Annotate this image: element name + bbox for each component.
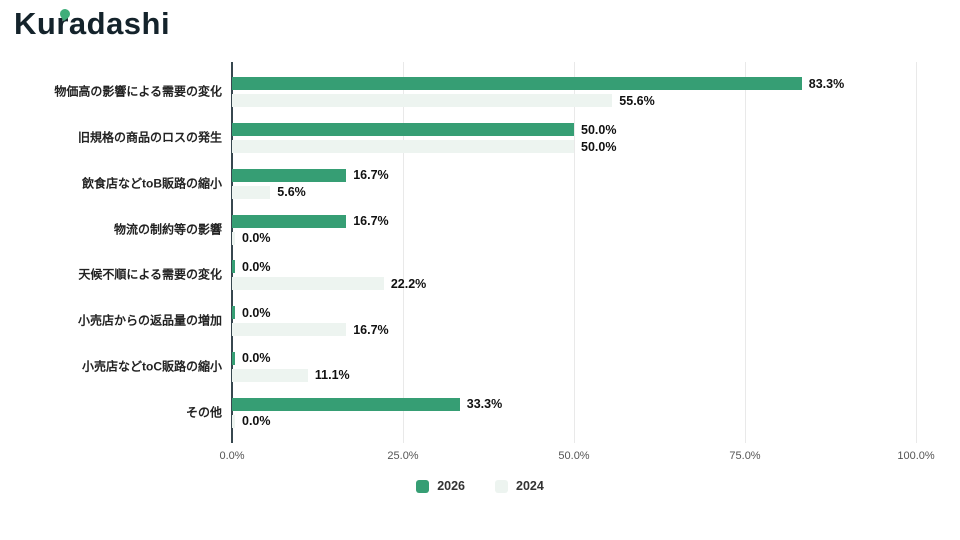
category-label: 飲食店などtoB販路の縮小 (82, 176, 222, 191)
value-label: 83.3% (808, 76, 845, 91)
category-label: 物流の制約等の影響 (113, 222, 222, 237)
value-label: 16.7% (353, 322, 389, 337)
bar-line-2026: 0.0% (232, 260, 916, 274)
bar-group: その他 33.3% 0.0% (186, 397, 916, 428)
bar-2024 (232, 140, 574, 154)
bar-group: 旧規格の商品のロスの発生 50.0% 50.0% (78, 123, 916, 154)
bar-group: 小売店などtoC販路の縮小 0.0% 11.1% (82, 351, 916, 382)
value-label: 0.0% (242, 259, 271, 274)
x-tick: 0.0% (219, 450, 245, 462)
gridline (403, 62, 404, 443)
bar-2026 (232, 168, 347, 182)
category-label: 旧規格の商品のロスの発生 (77, 130, 222, 145)
value-label: 33.3% (466, 397, 503, 412)
bar-group: 飲食店などtoB販路の縮小 16.7% 5.6% (82, 168, 916, 199)
bar-2024 (232, 277, 384, 291)
bar-rows: 物価高の影響による需要の変化 83.3% 55.6% 旧規格の商品のロスの発生 50.0… (54, 62, 916, 443)
bar-line-2026: 0.0% (232, 351, 916, 365)
bar-2024 (232, 368, 308, 382)
kuradashi-logo: Kuradashi (14, 6, 170, 50)
bar-line-2024: 5.6% (232, 185, 916, 199)
legend-swatch (495, 479, 508, 493)
bar-chart: 物価高の影響による需要の変化 83.3% 55.6% 旧規格の商品のロスの発生 50.0… (54, 62, 917, 443)
bar-line-2026: 83.3% (232, 77, 916, 91)
bar-2026 (232, 123, 574, 137)
category-label: その他 (185, 405, 222, 420)
bar-2024 (232, 414, 235, 428)
legend-item-2026: 2026 (416, 479, 465, 493)
bar-line-2026: 50.0% (232, 123, 916, 137)
bar-2026 (232, 260, 235, 274)
bar-2024 (232, 231, 235, 245)
x-tick: 75.0% (729, 450, 761, 462)
bar-2024 (232, 94, 613, 108)
value-label: 0.0% (242, 305, 271, 320)
category-label: 物価高の影響による需要の変化 (54, 84, 222, 99)
value-label: 5.6% (277, 185, 306, 200)
legend: 2026 2024 (0, 479, 960, 493)
bar-2026 (232, 397, 460, 411)
legend-label: 2024 (516, 479, 544, 493)
value-label: 22.2% (390, 276, 427, 291)
bar-2026 (232, 77, 802, 91)
bar-group: 天候不順による需要の変化 0.0% 22.2% (78, 260, 916, 291)
x-tick: 50.0% (558, 450, 590, 462)
bar-line-2024: 50.0% (232, 140, 916, 154)
category-label: 小売店などtoC販路の縮小 (82, 359, 222, 374)
bar-group: 物価高の影響による需要の変化 83.3% 55.6% (54, 77, 916, 108)
bar-line-2026: 0.0% (232, 306, 916, 320)
bar-line-2026: 33.3% (232, 397, 916, 411)
value-label: 16.7% (353, 214, 389, 229)
value-label: 0.0% (242, 231, 271, 246)
x-axis-labels: 0.0% 25.0% 50.0% 75.0% 100.0% (219, 450, 934, 466)
bar-line-2026: 16.7% (232, 168, 916, 182)
value-label: 0.0% (242, 414, 271, 429)
gridline (916, 62, 917, 443)
bar-2024 (232, 185, 271, 199)
bar-2026 (232, 214, 347, 228)
category-label: 天候不順による需要の変化 (78, 268, 222, 283)
bar-group: 小売店からの返品量の増加 0.0% 16.7% (78, 306, 916, 337)
bar-2026 (232, 306, 235, 320)
gridline (745, 62, 746, 443)
y-axis-line (231, 62, 233, 443)
bar-line-2026: 16.7% (232, 214, 916, 228)
bar-2026 (232, 351, 235, 365)
value-label: 16.7% (353, 168, 389, 183)
bar-line-2024: 0.0% (232, 414, 916, 428)
x-tick: 100.0% (897, 450, 935, 462)
legend-label: 2026 (437, 479, 465, 493)
value-label: 55.6% (619, 93, 655, 108)
value-label: 0.0% (242, 351, 271, 366)
value-label: 50.0% (581, 139, 617, 154)
bar-2024 (232, 323, 347, 337)
bar-line-2024: 16.7% (232, 323, 916, 337)
bar-line-2024: 0.0% (232, 231, 916, 245)
category-label: 小売店からの返品量の増加 (77, 313, 222, 328)
logo-text: Kuradashi (14, 6, 171, 41)
bar-line-2024: 55.6% (232, 94, 916, 108)
value-label: 11.1% (314, 368, 350, 383)
x-tick: 25.0% (387, 450, 419, 462)
bar-line-2024: 22.2% (232, 277, 916, 291)
legend-item-2024: 2024 (495, 479, 544, 493)
bar-group: 物流の制約等の影響 16.7% 0.0% (114, 214, 916, 245)
gridline (574, 62, 575, 443)
value-label: 50.0% (581, 122, 617, 137)
legend-swatch (416, 479, 430, 493)
bar-line-2024: 11.1% (232, 368, 916, 382)
